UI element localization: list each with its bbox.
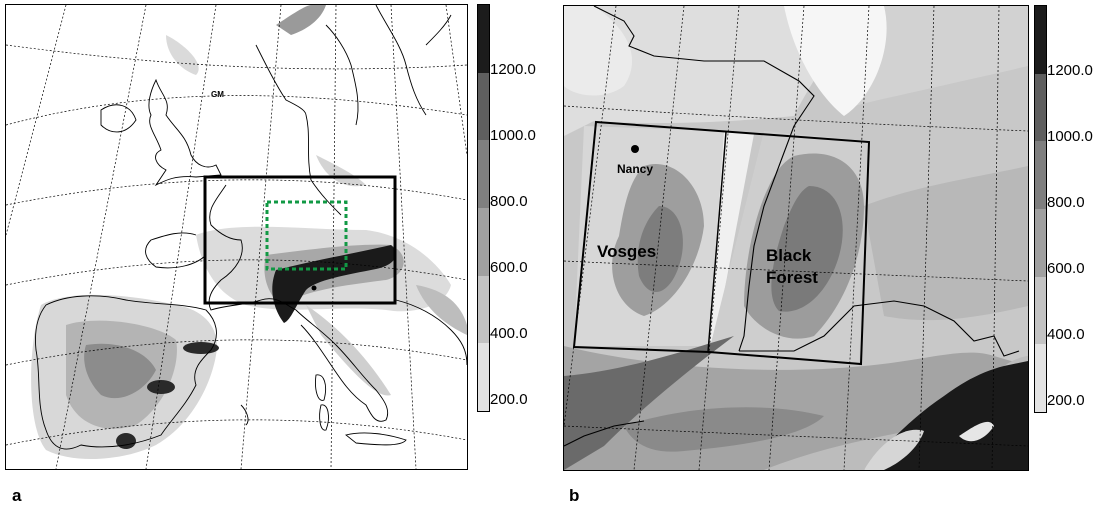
map-panel-a: GM <box>5 4 468 470</box>
nancy-marker <box>631 145 639 153</box>
colorbar-tick-label: 1000.0 <box>1047 128 1093 145</box>
colorbar-band <box>478 72 489 141</box>
colorbar-band <box>478 5 489 74</box>
gm-marker-label: GM <box>211 90 224 99</box>
inner-domain-box <box>265 200 348 271</box>
domain-outline <box>572 120 871 366</box>
colorbar-band <box>1035 209 1046 278</box>
domain-split-line <box>707 131 727 353</box>
black-forest-label-line2: Forest <box>766 268 818 287</box>
colorbar-tick-label: 400.0 <box>1047 326 1085 343</box>
colorbar-tick-label: 800.0 <box>490 193 528 210</box>
panel-label-b: b <box>569 486 580 505</box>
coastlines-a <box>35 5 467 450</box>
colorbar-tick-label: 200.0 <box>490 391 528 408</box>
colorbar-band <box>478 275 489 344</box>
black-forest-label-line1: Black <box>766 246 812 265</box>
colorbar-band <box>478 208 489 277</box>
colorbar-tick-label: 200.0 <box>1047 392 1085 409</box>
colorbar-band <box>1035 141 1046 210</box>
europe-map <box>6 5 467 469</box>
vosges-label: Vosges <box>597 242 657 261</box>
colorbar-a <box>477 4 490 412</box>
colorbar-tick-label: 1200.0 <box>490 61 536 78</box>
terrain-shading-a <box>31 5 467 460</box>
site-marker <box>311 285 317 291</box>
terrain-shading-b <box>564 6 1028 470</box>
colorbar-b <box>1034 5 1047 413</box>
colorbar-band <box>1035 344 1046 413</box>
colorbar-band <box>1035 276 1046 345</box>
colorbar-band <box>1035 73 1046 142</box>
colorbar-tick-label: 400.0 <box>490 325 528 342</box>
outer-domain-box <box>203 175 397 305</box>
colorbar-band <box>478 343 489 412</box>
colorbar-tick-label: 600.0 <box>1047 260 1085 277</box>
borders-b <box>564 6 1020 447</box>
colorbar-tick-label: 600.0 <box>490 259 528 276</box>
colorbar-tick-label: 1200.0 <box>1047 62 1093 79</box>
panel-label-a: a <box>12 486 22 505</box>
colorbar-band <box>478 140 489 209</box>
colorbar-band <box>1035 6 1046 75</box>
map-panel-b: Nancy Vosges Black Forest <box>563 5 1029 471</box>
colorbar-tick-label: 1000.0 <box>490 127 536 144</box>
colorbar-tick-label: 800.0 <box>1047 194 1085 211</box>
nancy-label: Nancy <box>617 162 654 176</box>
graticule-a <box>6 5 467 469</box>
vosges-blackforest-map <box>564 6 1028 470</box>
graticule-b <box>564 6 1028 470</box>
